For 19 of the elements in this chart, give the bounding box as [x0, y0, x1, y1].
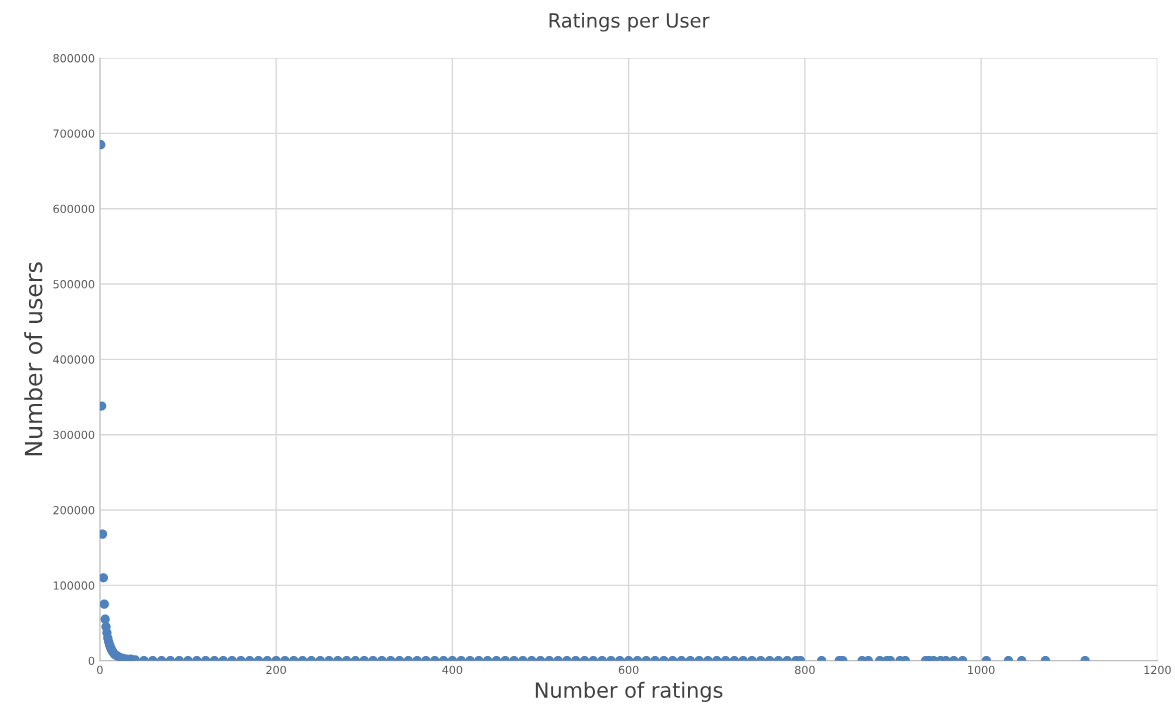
y-tick-label: 200000 — [53, 505, 95, 515]
x-tick-label: 1200 — [1144, 665, 1171, 675]
x-tick-label: 400 — [442, 665, 463, 675]
x-tick-label: 600 — [618, 665, 639, 675]
x-tick-label: 1000 — [968, 665, 995, 675]
y-tick-label: 800000 — [53, 54, 95, 63]
y-tick-label: 500000 — [53, 280, 95, 289]
x-tick-label: 0 — [97, 665, 103, 675]
y-tick-label: 0 — [88, 656, 95, 666]
x-tick-label: 200 — [266, 665, 286, 675]
y-tick-label: 100000 — [53, 581, 95, 590]
y-axis-title: Number of users — [24, 262, 43, 456]
x-tick-label: 800 — [795, 665, 815, 675]
y-tick-label: 400000 — [53, 355, 95, 364]
y-tick-label: 300000 — [53, 430, 95, 440]
chart-title: Ratings per User — [549, 12, 710, 32]
x-axis-title: Number of ratings — [535, 681, 723, 702]
y-tick-label: 700000 — [53, 129, 95, 138]
y-tick-label: 600000 — [53, 204, 95, 214]
